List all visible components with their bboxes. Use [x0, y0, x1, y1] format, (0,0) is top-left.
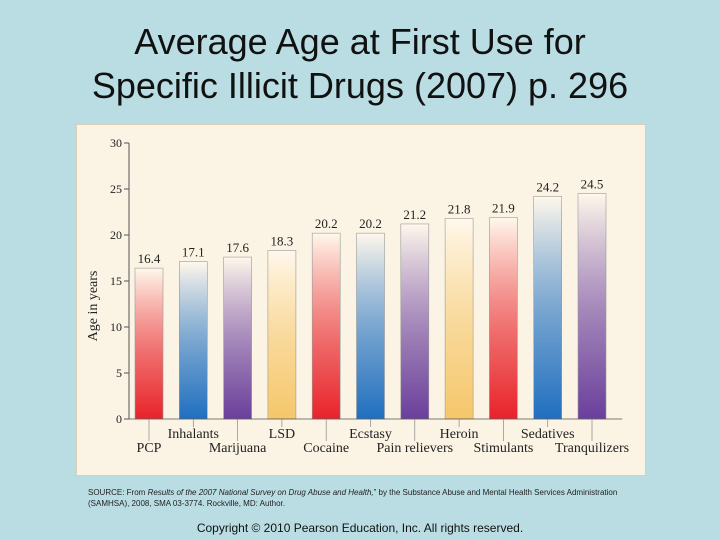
bar-lsd: [267, 250, 297, 420]
y-tick-label: 0: [116, 412, 122, 426]
value-label: 24.2: [536, 179, 559, 194]
bars: [129, 193, 623, 420]
category-label: Sedatives: [521, 427, 575, 442]
value-label: 20.2: [315, 216, 338, 231]
category-label: PCP: [137, 441, 162, 456]
source-prefix: SOURCE: From: [88, 488, 148, 497]
category-label: Ecstasy: [349, 427, 392, 442]
category-label: Marijuana: [209, 441, 267, 456]
category-label: Heroin: [440, 427, 479, 442]
y-tick-label: 20: [110, 228, 122, 242]
y-ticks: 0 5 10 15 20 25 30: [110, 136, 129, 426]
copyright: Copyright © 2010 Pearson Education, Inc.…: [196, 521, 524, 535]
slide-title: Average Age at First Use for Specific Il…: [0, 20, 720, 108]
value-label: 17.6: [226, 240, 249, 255]
bar-heroin: [444, 218, 474, 420]
bar-pcp: [134, 267, 164, 420]
bar-cocaine: [311, 232, 341, 420]
bar-stimulants: [489, 217, 518, 420]
category-label: Cocaine: [303, 441, 349, 456]
category-label: Tranquilizers: [555, 441, 629, 456]
y-tick-label: 10: [110, 320, 122, 334]
value-label: 18.3: [271, 234, 294, 249]
bar-inhalants: [179, 261, 208, 420]
bar-sedatives: [533, 196, 563, 420]
value-label: 20.2: [359, 216, 382, 231]
y-tick-label: 15: [110, 274, 122, 288]
source-title: Results of the 2007 National Survey on D…: [147, 488, 374, 497]
y-tick-label: 25: [110, 182, 122, 196]
category-label: Inhalants: [168, 427, 219, 442]
y-tick-label: 30: [110, 136, 122, 150]
bar-chart: Age in years 0 5 10 15 20 25 30 16.4 17.1 17.6 18…: [86, 136, 629, 456]
title-line-1: Average Age at First Use for: [134, 21, 586, 62]
value-labels: 16.4 17.1 17.6 18.3 20.2 20.2 21.2 21.8 21.9 24.2…: [138, 177, 604, 267]
bar-tranquilizers: [577, 193, 607, 420]
category-label: Stimulants: [473, 441, 533, 456]
bar-ecstasy: [356, 232, 385, 420]
category-label: Pain relievers: [377, 441, 454, 456]
value-label: 21.8: [448, 201, 471, 216]
value-label: 21.9: [492, 201, 515, 216]
source-note: SOURCE: From Results of the 2007 Nationa…: [88, 487, 648, 509]
source-suffix: ” by the Substance Abuse and Mental Heal…: [88, 488, 618, 508]
y-tick-label: 5: [116, 366, 122, 380]
y-axis-label: Age in years: [86, 271, 101, 342]
title-line-2: Specific Illicit Drugs (2007) p. 296: [91, 65, 629, 106]
chart-panel: Age in years 0 5 10 15 20 25 30 16.4 17.1 17.6 18…: [76, 124, 646, 476]
category-label: LSD: [269, 427, 295, 442]
value-label: 16.4: [138, 251, 161, 266]
bar-pain-relievers: [400, 223, 430, 420]
bar-marijuana: [223, 256, 252, 420]
value-label: 24.5: [581, 177, 604, 192]
value-label: 17.1: [182, 245, 205, 260]
value-label: 21.2: [403, 207, 426, 222]
